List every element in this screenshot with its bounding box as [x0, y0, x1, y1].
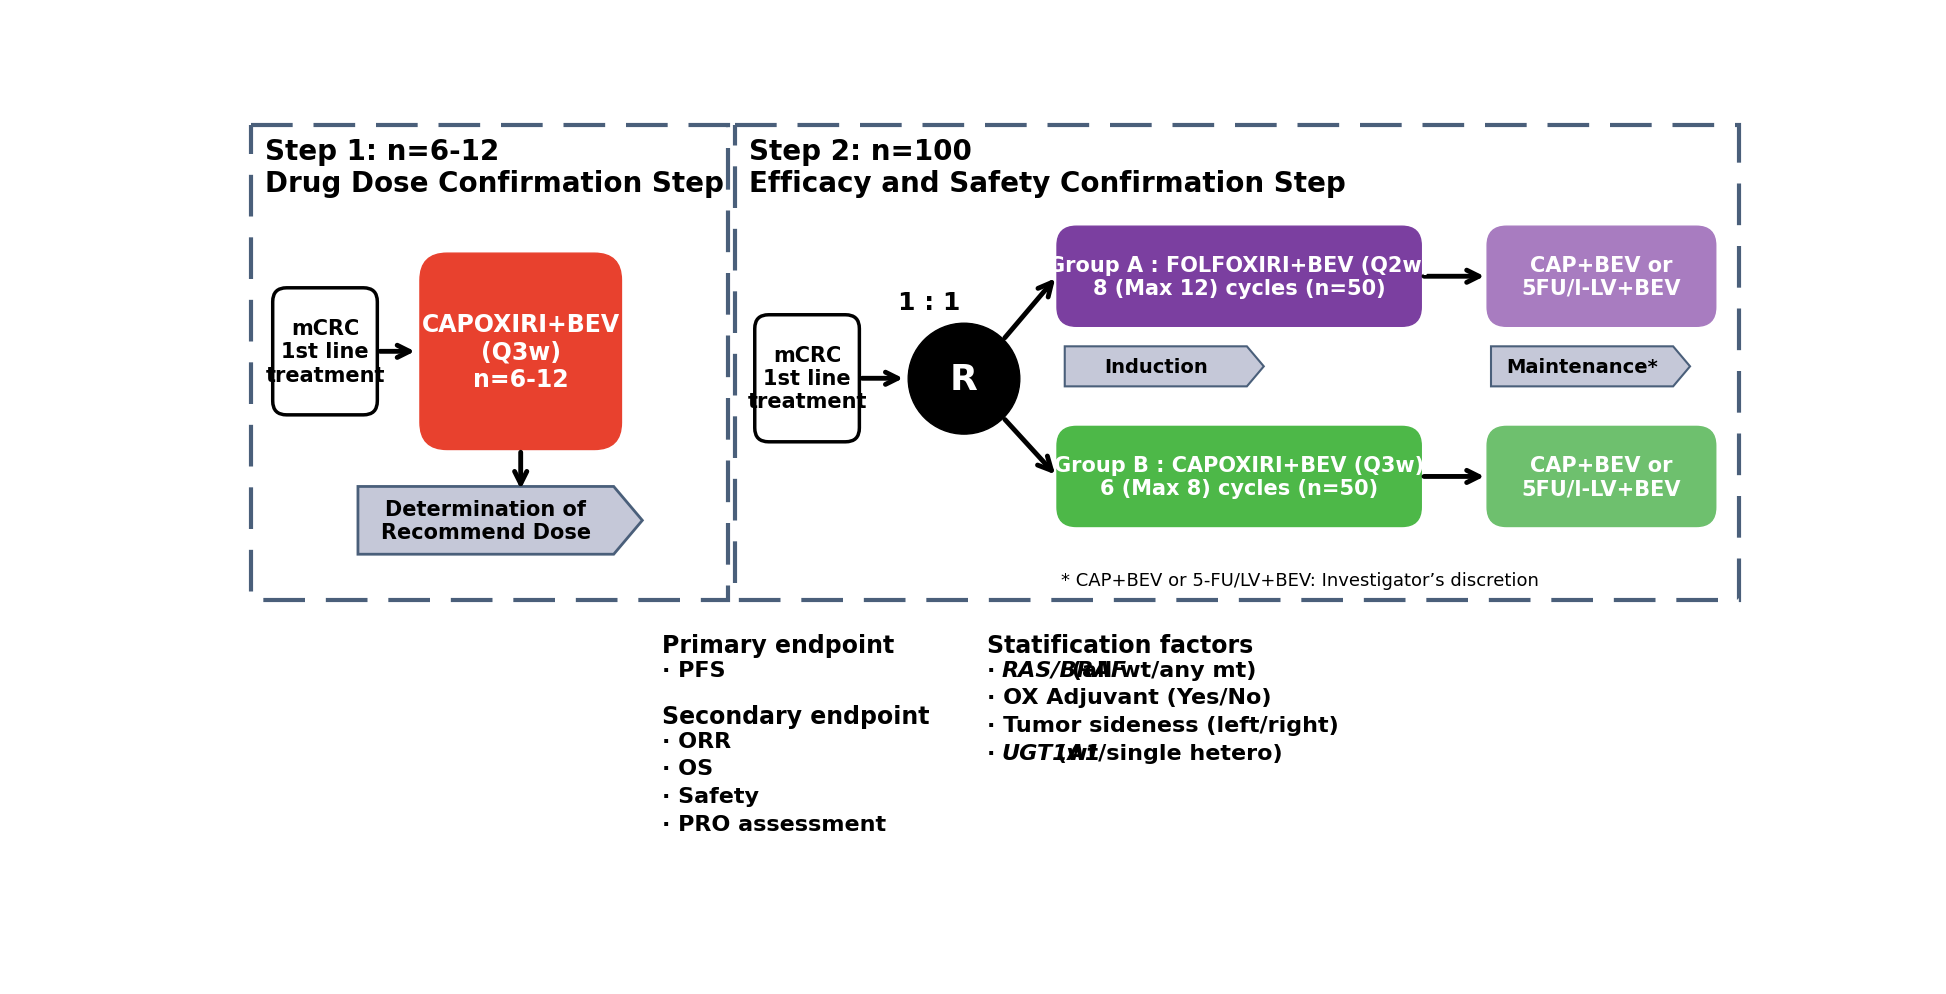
Bar — [251, 125, 728, 600]
Text: RAS/BRAF: RAS/BRAF — [1000, 660, 1127, 680]
Text: * CAP+BEV or 5-FU/LV+BEV: Investigator’s discretion: * CAP+BEV or 5-FU/LV+BEV: Investigator’s… — [1061, 572, 1539, 589]
Text: ·: · — [987, 660, 1004, 680]
FancyBboxPatch shape — [420, 253, 621, 450]
Text: Group B : CAPOXIRI+BEV (Q3w)
6 (Max 8) cycles (n=50): Group B : CAPOXIRI+BEV (Q3w) 6 (Max 8) c… — [1055, 455, 1424, 499]
Circle shape — [909, 324, 1020, 434]
FancyBboxPatch shape — [1057, 427, 1421, 527]
Text: UGT1A1: UGT1A1 — [1000, 744, 1101, 763]
Text: · PFS: · PFS — [662, 660, 726, 680]
FancyBboxPatch shape — [1487, 227, 1716, 327]
Text: · Tumor sideness (left/right): · Tumor sideness (left/right) — [987, 716, 1339, 736]
Text: 1 : 1: 1 : 1 — [897, 290, 959, 315]
Text: Primary endpoint: Primary endpoint — [662, 633, 893, 657]
Text: CAP+BEV or
5FU/l-LV+BEV: CAP+BEV or 5FU/l-LV+BEV — [1522, 455, 1681, 499]
Text: mCRC
1st line
treatment: mCRC 1st line treatment — [265, 319, 385, 385]
Text: Maintenance*: Maintenance* — [1506, 358, 1658, 377]
FancyBboxPatch shape — [755, 315, 860, 442]
Text: · OS: · OS — [662, 758, 712, 778]
Text: ·: · — [987, 744, 1004, 763]
FancyBboxPatch shape — [272, 288, 378, 415]
Bar — [736, 125, 1740, 600]
Text: CAPOXIRI+BEV
(Q3w)
n=6-12: CAPOXIRI+BEV (Q3w) n=6-12 — [422, 312, 619, 392]
Text: Step 1: n=6-12
Drug Dose Confirmation Step: Step 1: n=6-12 Drug Dose Confirmation St… — [265, 138, 724, 198]
Polygon shape — [358, 487, 642, 555]
Text: Secondary endpoint: Secondary endpoint — [662, 704, 930, 728]
Text: mCRC
1st line
treatment: mCRC 1st line treatment — [747, 346, 866, 413]
Text: Induction: Induction — [1103, 358, 1208, 377]
Text: Determination of
Recommend Dose: Determination of Recommend Dose — [381, 499, 592, 543]
Text: (wt/single hetero): (wt/single hetero) — [1049, 744, 1282, 763]
Polygon shape — [1491, 347, 1689, 387]
Text: · ORR: · ORR — [662, 731, 732, 750]
Text: Group A : FOLFOXIRI+BEV (Q2w)
8 (Max 12) cycles (n=50): Group A : FOLFOXIRI+BEV (Q2w) 8 (Max 12)… — [1047, 255, 1430, 298]
Text: · OX Adjuvant (Yes/No): · OX Adjuvant (Yes/No) — [987, 688, 1273, 708]
Text: Step 2: n=100
Efficacy and Safety Confirmation Step: Step 2: n=100 Efficacy and Safety Confir… — [749, 138, 1347, 198]
Text: · PRO assessment: · PRO assessment — [662, 814, 885, 834]
Text: (all wt/any mt): (all wt/any mt) — [1064, 660, 1257, 680]
FancyBboxPatch shape — [1057, 227, 1421, 327]
FancyBboxPatch shape — [1487, 427, 1716, 527]
Text: R: R — [950, 362, 979, 397]
Text: CAP+BEV or
5FU/l-LV+BEV: CAP+BEV or 5FU/l-LV+BEV — [1522, 255, 1681, 298]
Text: · Safety: · Safety — [662, 786, 759, 806]
Polygon shape — [1064, 347, 1263, 387]
Text: Statification factors: Statification factors — [987, 633, 1253, 657]
